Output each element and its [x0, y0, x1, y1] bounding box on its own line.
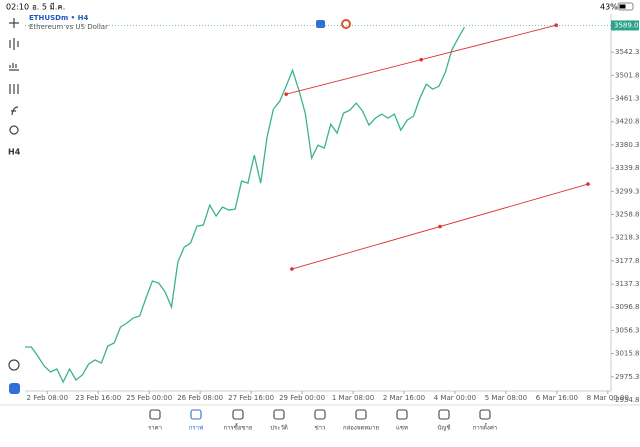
function-tool[interactable] — [11, 106, 19, 116]
x-tick-label: 5 Mar 08:00 — [485, 394, 527, 402]
chart: 2934.80 2975.30 3015.80 3056.30 3096.80 3137.… — [25, 14, 640, 404]
y-tick-label: 3056.30 — [615, 326, 640, 334]
y-tick-label: 3461.30 — [615, 95, 640, 103]
x-tick-label: 25 Feb 00:00 — [126, 394, 172, 402]
nav-label[interactable]: บัญชี — [438, 424, 451, 432]
nav-label[interactable]: กล่องจดหมาย — [343, 425, 379, 432]
y-tick-label: 2975.30 — [615, 373, 640, 381]
one-click-icon[interactable] — [341, 19, 351, 29]
nav-label[interactable]: การซื้อขาย — [224, 422, 253, 432]
battery-icon — [617, 2, 634, 11]
x-tick-label: 29 Feb 00:00 — [279, 394, 325, 402]
y-tick-label: 3015.80 — [615, 350, 640, 358]
current-price-label: 3589.02 — [614, 21, 640, 29]
nav-icon — [190, 409, 202, 420]
status-date: อ. 5 มี.ค. — [32, 3, 65, 12]
objects-tool[interactable] — [9, 125, 19, 135]
nav-label[interactable]: ราคา — [148, 425, 162, 432]
nav-icon — [149, 409, 161, 420]
trendline-handle — [586, 182, 590, 186]
settings-tool[interactable] — [9, 84, 19, 94]
y-tick-label: 3501.80 — [615, 71, 640, 79]
y-tick-label: 3137.30 — [615, 280, 640, 288]
app-icon[interactable] — [9, 383, 20, 394]
nav-label[interactable]: การตั้งค่า — [473, 422, 497, 432]
nav-label[interactable]: แชท — [396, 425, 408, 432]
x-tick-label: 27 Feb 16:00 — [228, 394, 274, 402]
x-tick-label: 2 Mar 16:00 — [383, 394, 425, 402]
bottom-nav: ราคา กราฟ การซื้อขาย ประวัติ ข่าว กล่องจดหมาย… — [148, 409, 497, 432]
nav-icon — [479, 409, 491, 420]
x-tick-label: 6 Mar 16:00 — [536, 394, 578, 402]
chart-type-tool[interactable] — [9, 38, 19, 50]
trendline-handle — [419, 57, 423, 62]
y-tick-label: 3542.30 — [615, 48, 640, 56]
nav-icon — [232, 409, 244, 420]
nav-icon — [273, 409, 285, 420]
crosshair-tool[interactable] — [9, 18, 19, 28]
y-tick-label: 3299.30 — [615, 187, 640, 195]
nav-label[interactable]: ประวัติ — [270, 425, 288, 432]
y-tick-label: 3380.30 — [615, 141, 640, 149]
current-price-tag — [611, 20, 639, 31]
nav-label[interactable]: ข่าว — [315, 425, 326, 432]
price-line — [25, 26, 466, 384]
trendline-handle — [290, 267, 294, 271]
navigator-tool[interactable] — [8, 359, 20, 371]
y-tick-label: 3420.80 — [615, 118, 640, 126]
symbol-name[interactable]: ETHUSDm • H4 — [29, 14, 88, 22]
y-tick-label: 3096.80 — [615, 303, 640, 311]
timeframe-button[interactable]: H4 — [8, 148, 21, 157]
nav-icon — [314, 409, 326, 420]
indicators-tool[interactable] — [9, 63, 19, 71]
x-tick-label: 1 Mar 08:00 — [332, 394, 374, 402]
x-tick-label: 2 Feb 08:00 — [27, 394, 68, 402]
y-tick-label: 2934.80 — [615, 396, 640, 404]
status-time: 02:10 — [6, 3, 29, 12]
nav-icon — [355, 409, 367, 420]
y-tick-label: 3339.80 — [615, 164, 640, 172]
x-tick-label: 8 Mar 00:00 — [587, 394, 629, 402]
nav-icon — [396, 409, 408, 420]
battery-level: 43% — [600, 3, 618, 12]
nav-label[interactable]: กราฟ — [189, 425, 203, 432]
trendline-handle — [438, 224, 442, 229]
y-tick-label: 3218.30 — [615, 234, 640, 242]
trendline-handle — [284, 92, 288, 96]
nav-icon — [438, 409, 450, 420]
battery-fill — [619, 4, 626, 9]
symbol-description: Ethereum vs US Dollar — [29, 23, 108, 31]
x-tick-label: 4 Mar 00:00 — [434, 394, 476, 402]
x-tick-label: 26 Feb 08:00 — [177, 394, 223, 402]
x-tick-label: 23 Feb 16:00 — [75, 394, 121, 402]
trade-button[interactable] — [316, 20, 325, 28]
left-toolbar — [8, 18, 20, 371]
y-tick-label: 3177.80 — [615, 257, 640, 265]
y-tick-label: 3258.80 — [615, 210, 640, 218]
